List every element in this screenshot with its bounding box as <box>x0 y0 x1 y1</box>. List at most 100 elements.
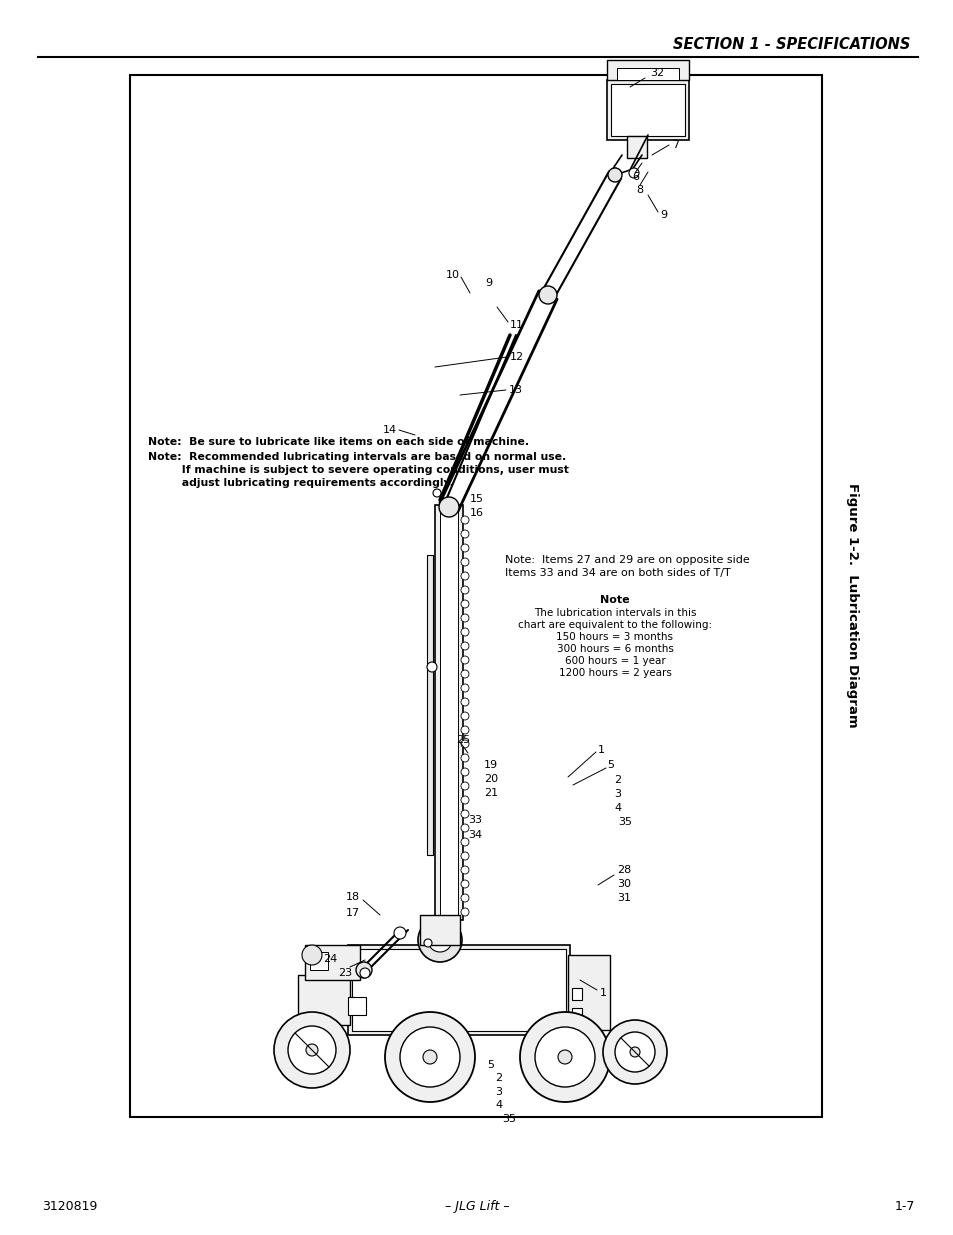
Text: Note:  Items 27 and 29 are on opposite side: Note: Items 27 and 29 are on opposite si… <box>504 555 749 564</box>
Bar <box>626 136 646 158</box>
Circle shape <box>519 1011 609 1102</box>
Text: 13: 13 <box>509 385 522 395</box>
Text: 150 hours = 3 months: 150 hours = 3 months <box>556 632 673 642</box>
Circle shape <box>460 585 469 594</box>
Text: 20: 20 <box>483 774 497 784</box>
Circle shape <box>609 168 619 178</box>
Text: 4: 4 <box>495 1100 501 1110</box>
Text: 35: 35 <box>501 1114 516 1124</box>
Bar <box>567 955 609 1030</box>
Circle shape <box>629 1047 639 1057</box>
Bar <box>606 80 688 140</box>
Text: 23: 23 <box>337 968 352 978</box>
Text: Figure 1-2.  Lubrication Diagram: Figure 1-2. Lubrication Diagram <box>845 483 859 727</box>
Text: 9: 9 <box>659 210 666 220</box>
Circle shape <box>302 945 322 965</box>
Text: 3120819: 3120819 <box>42 1200 97 1213</box>
Circle shape <box>602 1020 666 1084</box>
Text: Note:  Be sure to lubricate like items on each side of machine.: Note: Be sure to lubricate like items on… <box>148 437 529 447</box>
Circle shape <box>274 1011 350 1088</box>
Text: 31: 31 <box>617 893 630 903</box>
Text: 19: 19 <box>483 760 497 769</box>
Text: 34: 34 <box>468 830 481 840</box>
Circle shape <box>460 852 469 860</box>
Text: 28: 28 <box>617 864 631 876</box>
Circle shape <box>460 881 469 888</box>
Text: The lubrication intervals in this: The lubrication intervals in this <box>533 608 696 618</box>
Circle shape <box>438 496 458 517</box>
Text: 21: 21 <box>483 788 497 798</box>
Text: 33: 33 <box>468 815 481 825</box>
Circle shape <box>460 824 469 832</box>
Circle shape <box>306 1044 317 1056</box>
Bar <box>348 997 366 1015</box>
Circle shape <box>460 713 469 720</box>
Text: 15: 15 <box>470 494 483 504</box>
Circle shape <box>460 797 469 804</box>
Text: 4: 4 <box>614 803 620 813</box>
Circle shape <box>460 572 469 580</box>
Circle shape <box>359 968 370 978</box>
Text: 30: 30 <box>617 879 630 889</box>
Text: If machine is subject to severe operating conditions, user must: If machine is subject to severe operatin… <box>148 466 568 475</box>
Text: Items 33 and 34 are on both sides of T/T: Items 33 and 34 are on both sides of T/T <box>504 568 730 578</box>
Bar <box>297 974 350 1025</box>
Circle shape <box>460 600 469 608</box>
Bar <box>348 945 569 1035</box>
Circle shape <box>460 698 469 706</box>
Bar <box>572 1008 581 1020</box>
Text: 1-7: 1-7 <box>894 1200 914 1213</box>
Circle shape <box>460 782 469 790</box>
Circle shape <box>460 740 469 748</box>
Circle shape <box>288 1026 335 1074</box>
Bar <box>305 945 359 981</box>
Circle shape <box>355 962 372 978</box>
Bar <box>617 68 679 80</box>
Circle shape <box>628 168 639 178</box>
Text: 16: 16 <box>470 508 483 517</box>
Circle shape <box>460 768 469 776</box>
Bar <box>606 61 688 80</box>
Text: 9: 9 <box>484 278 492 288</box>
Text: 12: 12 <box>510 352 523 362</box>
Circle shape <box>427 662 436 672</box>
Circle shape <box>460 810 469 818</box>
Text: 6: 6 <box>631 172 639 182</box>
Text: 1200 hours = 2 years: 1200 hours = 2 years <box>558 668 671 678</box>
Bar <box>419 915 459 945</box>
Text: 24: 24 <box>323 953 337 965</box>
Bar <box>130 75 821 1116</box>
Text: 11: 11 <box>510 320 523 330</box>
Text: 35: 35 <box>618 818 631 827</box>
Text: Note: Note <box>599 595 629 605</box>
Text: 3: 3 <box>495 1087 501 1097</box>
Text: 17: 17 <box>346 908 359 918</box>
Circle shape <box>460 908 469 916</box>
Circle shape <box>460 642 469 650</box>
Circle shape <box>417 918 461 962</box>
Text: 5: 5 <box>486 1060 494 1070</box>
Circle shape <box>615 1032 655 1072</box>
Text: adjust lubricating requirements accordingly.: adjust lubricating requirements accordin… <box>148 478 454 488</box>
Text: 14: 14 <box>382 425 396 435</box>
Circle shape <box>460 839 469 846</box>
Bar <box>610 84 684 136</box>
Circle shape <box>460 614 469 622</box>
Circle shape <box>538 287 557 304</box>
Circle shape <box>460 866 469 874</box>
Circle shape <box>460 543 469 552</box>
Bar <box>427 555 433 855</box>
Text: 5: 5 <box>606 760 614 769</box>
Text: 2: 2 <box>614 776 620 785</box>
Text: 1: 1 <box>598 745 604 755</box>
Text: 10: 10 <box>446 270 459 280</box>
Circle shape <box>460 629 469 636</box>
Text: 2: 2 <box>495 1073 501 1083</box>
Text: Note:  Recommended lubricating intervals are based on normal use.: Note: Recommended lubricating intervals … <box>148 452 566 462</box>
Text: 25: 25 <box>456 735 470 745</box>
Text: – JLG Lift –: – JLG Lift – <box>444 1200 509 1213</box>
Text: 3: 3 <box>614 789 620 799</box>
Text: 600 hours = 1 year: 600 hours = 1 year <box>564 656 664 666</box>
Text: SECTION 1 - SPECIFICATIONS: SECTION 1 - SPECIFICATIONS <box>672 37 909 52</box>
Circle shape <box>460 684 469 692</box>
